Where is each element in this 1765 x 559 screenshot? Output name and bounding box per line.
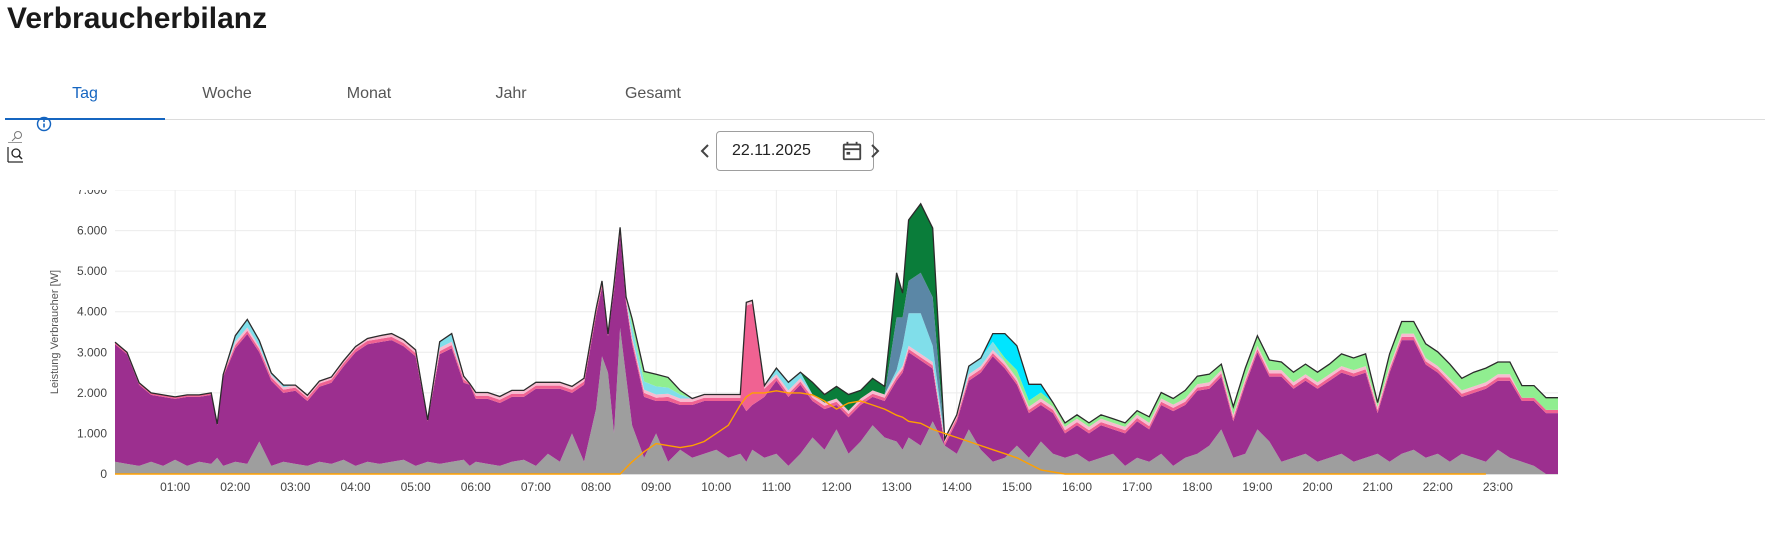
y-tick-label: 5.000 bbox=[77, 264, 107, 278]
tab-year[interactable]: Jahr bbox=[495, 85, 527, 102]
zoom-box-icon[interactable] bbox=[7, 147, 23, 163]
tab-month[interactable]: Monat bbox=[346, 85, 392, 102]
date-input[interactable]: 22.11.2025 bbox=[716, 131, 874, 171]
y-axis-ticks: 0 1.000 2.000 3.000 4.000 5.000 6.000 7.000 bbox=[77, 190, 107, 481]
x-tick-label: 01:00 bbox=[160, 480, 190, 494]
y-tick-label: 7.000 bbox=[77, 190, 107, 197]
x-tick-label: 03:00 bbox=[280, 480, 310, 494]
chart-tools-svg bbox=[7, 131, 23, 163]
orange-line-series bbox=[115, 390, 1486, 475]
page-title: Verbraucherbilanz bbox=[7, 2, 268, 35]
zoom-out-icon[interactable] bbox=[8, 131, 22, 143]
area-series-1 bbox=[115, 234, 1558, 474]
y-tick-label: 4.000 bbox=[77, 305, 107, 319]
chart-areas bbox=[115, 203, 1558, 474]
x-tick-label: 12:00 bbox=[821, 480, 851, 494]
x-tick-label: 15:00 bbox=[1002, 480, 1032, 494]
next-day-chevron-icon[interactable] bbox=[862, 139, 886, 163]
info-icon[interactable] bbox=[36, 116, 54, 134]
x-tick-label: 16:00 bbox=[1062, 480, 1092, 494]
date-navigation: 22.11.2025 bbox=[700, 131, 990, 173]
x-tick-label: 02:00 bbox=[220, 480, 250, 494]
x-tick-label: 06:00 bbox=[461, 480, 491, 494]
area-series-2 bbox=[115, 230, 1558, 446]
tab-bar: Tag Woche Monat Jahr Gesamt bbox=[5, 72, 1765, 120]
x-tick-label: 18:00 bbox=[1182, 480, 1212, 494]
area-series-0 bbox=[115, 327, 1558, 474]
area-series-8 bbox=[115, 203, 1558, 440]
x-tick-label: 09:00 bbox=[641, 480, 671, 494]
x-tick-label: 11:00 bbox=[762, 480, 791, 494]
x-tick-label: 19:00 bbox=[1242, 480, 1272, 494]
y-axis-title: Leistung Verbraucher [W] bbox=[49, 270, 61, 394]
y-tick-label: 2.000 bbox=[77, 386, 107, 400]
calendar-icon[interactable] bbox=[841, 140, 863, 162]
area-series-3 bbox=[115, 227, 1558, 443]
x-tick-label: 21:00 bbox=[1363, 480, 1393, 494]
x-tick-label: 13:00 bbox=[882, 480, 912, 494]
consumer-power-chart: 0 1.000 2.000 3.000 4.000 5.000 6.000 7.000 01:… bbox=[49, 190, 1558, 494]
x-tick-label: 08:00 bbox=[581, 480, 611, 494]
tab-total[interactable]: Gesamt bbox=[624, 85, 681, 102]
tab-day[interactable]: Tag bbox=[5, 72, 165, 120]
x-tick-label: 05:00 bbox=[401, 480, 431, 494]
previous-day-chevron-icon[interactable] bbox=[694, 139, 718, 163]
x-tick-label: 14:00 bbox=[942, 480, 972, 494]
tab-week[interactable]: Woche bbox=[202, 85, 252, 102]
chart-tools bbox=[6, 116, 66, 180]
y-tick-label: 1.000 bbox=[77, 426, 107, 440]
y-tick-label: 6.000 bbox=[77, 224, 107, 238]
y-tick-label: 3.000 bbox=[77, 345, 107, 359]
x-tick-label: 10:00 bbox=[701, 480, 731, 494]
x-tick-label: 17:00 bbox=[1122, 480, 1152, 494]
y-tick-label: 0 bbox=[100, 467, 107, 481]
x-tick-label: 22:00 bbox=[1423, 480, 1453, 494]
x-tick-label: 23:00 bbox=[1483, 480, 1513, 494]
chart-lines bbox=[114, 202, 1558, 475]
x-tick-label: 20:00 bbox=[1302, 480, 1332, 494]
x-tick-label: 07:00 bbox=[521, 480, 551, 494]
total-outline-line bbox=[114, 202, 1558, 442]
date-value: 22.11.2025 bbox=[732, 142, 811, 159]
x-axis-ticks: 01:00 02:00 03:00 04:00 05:00 06:00 07:00 08:00… bbox=[160, 480, 1513, 494]
x-tick-label: 04:00 bbox=[340, 480, 370, 494]
